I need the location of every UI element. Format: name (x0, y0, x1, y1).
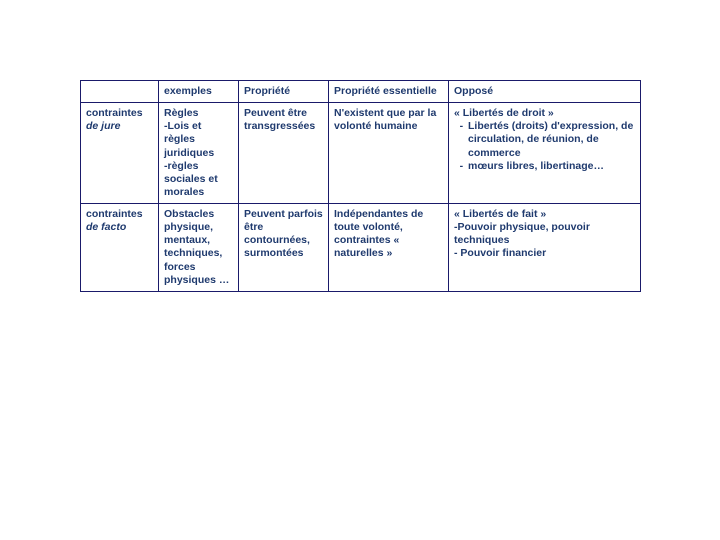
constraints-table: exemples Propriété Propriété essentielle… (80, 80, 641, 292)
constraints-table-container: exemples Propriété Propriété essentielle… (80, 80, 640, 292)
table-row: contraintes de facto Obstacles physique,… (81, 204, 641, 292)
table-header-row: exemples Propriété Propriété essentielle… (81, 81, 641, 103)
oppose-line: -Pouvoir physique, pouvoir techniques (454, 221, 635, 247)
cell-oppose: « Libertés de fait » -Pouvoir physique, … (449, 204, 641, 292)
row-label-prefix: contraintes (86, 107, 143, 119)
cell-oppose: « Libertés de droit » Libertés (droits) … (449, 103, 641, 204)
col-header-exemples: exemples (159, 81, 239, 103)
col-header-oppose: Opposé (449, 81, 641, 103)
oppose-list-item: mœurs libres, libertinage… (466, 160, 635, 173)
row-label: contraintes de facto (81, 204, 159, 292)
cell-exemples: Obstacles physique, mentaux, techniques,… (159, 204, 239, 292)
oppose-title: « Libertés de fait » (454, 208, 635, 221)
cell-propriete-essentielle: N'existent que par la volonté humaine (329, 103, 449, 204)
cell-propriete: Peuvent parfois être contournées, surmon… (239, 204, 329, 292)
col-header-propriete: Propriété (239, 81, 329, 103)
oppose-title: « Libertés de droit » (454, 107, 635, 120)
oppose-list: Libertés (droits) d'expression, de circu… (454, 120, 635, 173)
oppose-list-item: Libertés (droits) d'expression, de circu… (466, 120, 635, 159)
col-header-blank (81, 81, 159, 103)
row-label-prefix: contraintes (86, 208, 143, 220)
row-label-term: de facto (86, 221, 126, 233)
cell-exemples: Règles-Lois et règles juridiques-règles … (159, 103, 239, 204)
cell-propriete: Peuvent être transgressées (239, 103, 329, 204)
row-label-term: de jure (86, 120, 120, 132)
oppose-line: - Pouvoir financier (454, 247, 635, 260)
col-header-propriete-essentielle: Propriété essentielle (329, 81, 449, 103)
cell-propriete-essentielle: Indépendantes de toute volonté, contrain… (329, 204, 449, 292)
row-label: contraintes de jure (81, 103, 159, 204)
table-row: contraintes de jure Règles-Lois et règle… (81, 103, 641, 204)
